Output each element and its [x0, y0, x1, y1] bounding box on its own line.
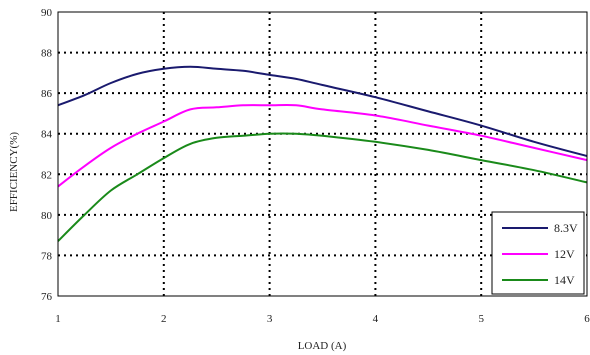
series-layer [57, 65, 588, 242]
y-tick-label: 90 [41, 7, 53, 19]
y-tick-label: 82 [41, 169, 52, 181]
legend-label-8.3V: 8.3V [554, 221, 578, 235]
legend-label-12V: 12V [554, 247, 575, 261]
x-tick-label: 1 [55, 313, 61, 325]
x-tick-label: 6 [584, 313, 590, 325]
x-tick-label: 3 [267, 313, 273, 325]
y-axis-title: EFFICIENCY(%) [8, 132, 20, 212]
legend-items: 8.3V 12V 14V [502, 221, 578, 287]
x-tick-label: 2 [161, 313, 167, 325]
y-tick-label: 78 [41, 250, 53, 262]
grid-layer [58, 12, 587, 296]
legend: 8.3V 12V 14V [491, 211, 585, 295]
y-tick-label: 84 [41, 129, 53, 141]
y-tick-label: 88 [41, 48, 53, 60]
plot-frame [57, 11, 588, 297]
tick-layer: 76 78 80 82 84 86 88 90 1 2 3 4 5 6 [41, 7, 590, 325]
y-tick-label: 76 [41, 291, 53, 303]
x-axis-title: LOAD (A) [298, 340, 347, 352]
legend-label-14V: 14V [554, 273, 575, 287]
series-line-8.3V [57, 65, 588, 157]
y-tick-label: 86 [41, 88, 53, 100]
series-line-14V [57, 132, 588, 242]
series-line-12V [57, 103, 588, 188]
y-tick-label: 80 [41, 210, 53, 222]
x-tick-label: 4 [373, 313, 379, 325]
x-tick-label: 5 [478, 313, 484, 325]
